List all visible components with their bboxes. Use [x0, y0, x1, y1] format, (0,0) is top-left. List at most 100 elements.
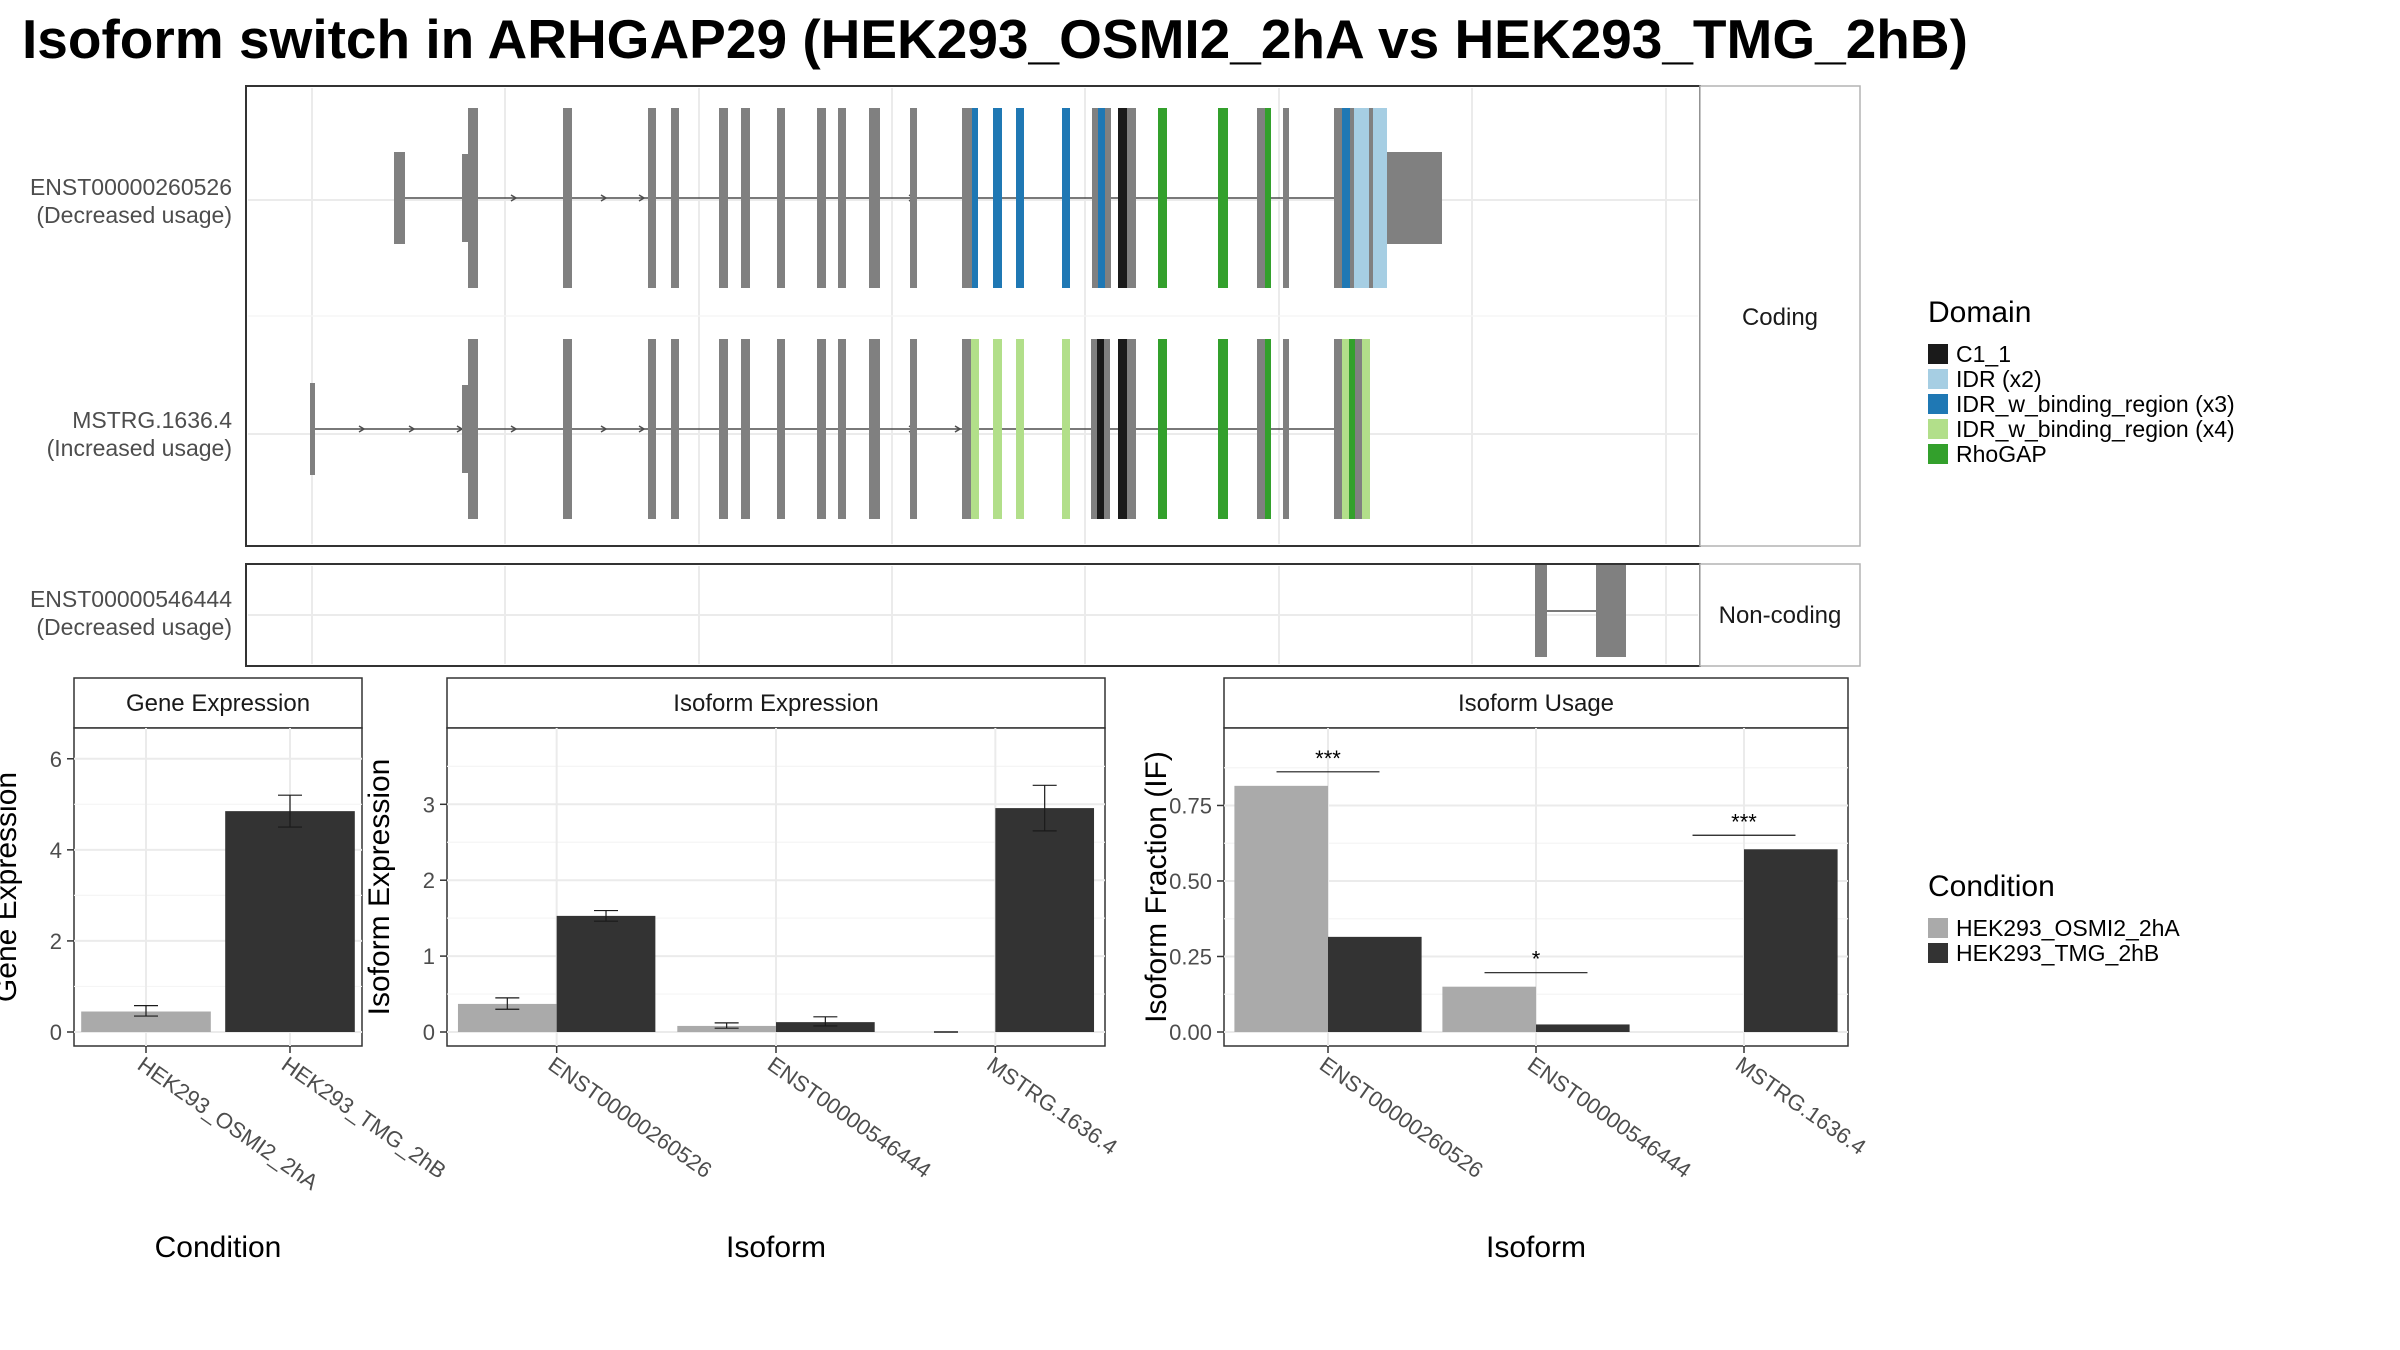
tx1-exon-30 — [1350, 108, 1354, 288]
tx2-label-usage: (Increased usage) — [47, 435, 232, 461]
tx2-exon-27 — [1283, 339, 1289, 519]
tx1-strand-arrow-2 — [638, 194, 646, 202]
tx2-exon-4 — [648, 339, 656, 519]
tx1-exon-5 — [671, 108, 679, 288]
tx2-exon-22 — [1127, 339, 1136, 519]
chart2-title: Isoform Usage — [1458, 690, 1614, 717]
tx2-exon-18 — [1091, 339, 1097, 519]
tx2-exon-19 — [1097, 339, 1104, 519]
domain-legend-swatch-1 — [1928, 369, 1948, 389]
chart2-ylabel: Isoform Fraction (IF) — [1140, 751, 1173, 1023]
tx2-exon-16 — [1016, 339, 1024, 519]
tx2-exon-8 — [777, 339, 785, 519]
condition-legend-swatch-1 — [1928, 943, 1948, 963]
tx1-exon-32 — [1369, 108, 1373, 288]
chart0-ytick-label-1: 2 — [50, 929, 62, 954]
tx1-exon-14 — [972, 108, 978, 288]
tx1-exon-26 — [1265, 108, 1271, 288]
isoform-usage-chart: Isoform Usage 0.00 0.25 0.50 0.75 ENST0000026… — [1140, 677, 1871, 1264]
tx2-exon-25 — [1257, 339, 1265, 519]
chart2-bar-s1-1 — [1536, 1024, 1630, 1032]
tx2-exon-30 — [1349, 339, 1355, 519]
condition-legend-label-0: HEK293_OSMI2_2hA — [1956, 915, 2180, 941]
noncoding-strip-label: Non-coding — [1719, 602, 1842, 629]
chart0-ytick-label-2: 4 — [50, 838, 62, 863]
tx2-exon-12 — [910, 339, 917, 519]
chart0-bar-0 — [81, 1011, 211, 1032]
tx1-exon-11 — [869, 108, 880, 288]
tx2-exon-23 — [1158, 339, 1167, 519]
chart2-sig-label-1: * — [1532, 947, 1541, 972]
tx2-exon-17 — [1062, 339, 1070, 519]
transcript-ENST00000546444-track — [1535, 565, 1626, 657]
tx2-exon-26 — [1265, 339, 1271, 519]
domain-legend-label-0: C1_1 — [1956, 341, 2011, 367]
chart0-xlabel: Condition — [155, 1231, 282, 1264]
isoform-expression-chart: Isoform Expression 0 1 2 3 ENST00000260526 ENS… — [363, 677, 1122, 1264]
chart0-ylabel: Gene Expression — [0, 772, 23, 1002]
condition-legend-swatch-0 — [1928, 918, 1948, 938]
tx1-strand-arrow-1 — [600, 194, 608, 202]
domain-legend-label-2: IDR_w_binding_region (x3) — [1956, 391, 2235, 417]
transcript-ENST00000260526-track — [394, 108, 1442, 288]
chart2-xtick-label-2: MSTRG.1636.4 — [1731, 1052, 1871, 1160]
condition-legend-title: Condition — [1928, 870, 2055, 903]
tx2-exon-2 — [468, 339, 478, 519]
chart1-ylabel: Isoform Expression — [363, 759, 396, 1016]
tx1-exon-15 — [993, 108, 1002, 288]
tx2-strand-arrow-1 — [408, 425, 416, 433]
tx1-exon-33 — [1373, 108, 1387, 288]
tx1-exon-13 — [962, 108, 974, 288]
tx2-strand-arrow-7 — [954, 425, 962, 433]
domain-legend-swatch-0 — [1928, 344, 1948, 364]
chart1-xlabel: Isoform — [726, 1231, 826, 1264]
tx2-exon-1 — [462, 385, 468, 473]
tx2-exon-6 — [719, 339, 728, 519]
chart1-bar-s0-1 — [677, 1025, 776, 1032]
noncoding-strip — [1699, 563, 1861, 667]
tx1-exon-0 — [394, 152, 405, 244]
tx1-exon-23 — [1158, 108, 1167, 288]
tx3-exon-1 — [1596, 565, 1626, 657]
tx1-exon-9 — [817, 108, 826, 288]
chart1-bar-s1-0 — [556, 915, 656, 1032]
tx2-exon-3 — [563, 339, 572, 519]
chart1-xtick-label-2: MSTRG.1636.4 — [982, 1052, 1122, 1160]
chart0-strip — [73, 677, 363, 729]
tx1-strand-arrow-0 — [510, 194, 518, 202]
structure-panel-coding: Coding ENST00000260526 (Decreased usage)… — [30, 85, 1861, 547]
tx1-exon-2 — [468, 108, 478, 288]
chart2-bar-s0-0 — [1234, 785, 1328, 1032]
condition-legend-label-1: HEK293_TMG_2hB — [1956, 940, 2159, 966]
chart1-ytick-label-3: 3 — [423, 792, 435, 817]
chart2-bar-s0-1 — [1442, 986, 1536, 1032]
tx2-exon-20 — [1104, 339, 1110, 519]
tx1-exon-20 — [1105, 108, 1111, 288]
domain-legend-label-4: RhoGAP — [1956, 441, 2047, 467]
chart1-bar-s1-1 — [776, 1022, 875, 1032]
tx2-exon-28 — [1334, 339, 1342, 519]
chart1-ytick-label-0: 0 — [423, 1020, 435, 1045]
tx2-strand-arrow-4 — [600, 425, 608, 433]
chart1-ytick-label-1: 1 — [423, 944, 435, 969]
tx1-exon-8 — [777, 108, 785, 288]
tx3-exon-0 — [1535, 565, 1547, 657]
tx2-exon-9 — [817, 339, 826, 519]
transcript-MSTRG.1636.4-track — [310, 339, 1370, 519]
tx2-exon-31 — [1355, 339, 1362, 519]
tx2-exon-14 — [971, 339, 979, 519]
chart2-bar-s1-2 — [1744, 849, 1838, 1032]
chart2-xtick-label-1: ENST00000546444 — [1523, 1052, 1696, 1183]
tx1-exon-29 — [1342, 108, 1350, 288]
tx1-exon-28 — [1334, 108, 1342, 288]
tx2-exon-29 — [1342, 339, 1349, 519]
tx2-exon-15 — [993, 339, 1002, 519]
tx2-exon-5 — [671, 339, 679, 519]
domain-legend-title: Domain — [1928, 296, 2031, 329]
tx3-label-usage: (Decreased usage) — [36, 614, 232, 640]
chart0-bar-1 — [225, 811, 355, 1032]
figure-title: Isoform switch in ARHGAP29 (HEK293_OSMI2… — [22, 8, 1968, 70]
